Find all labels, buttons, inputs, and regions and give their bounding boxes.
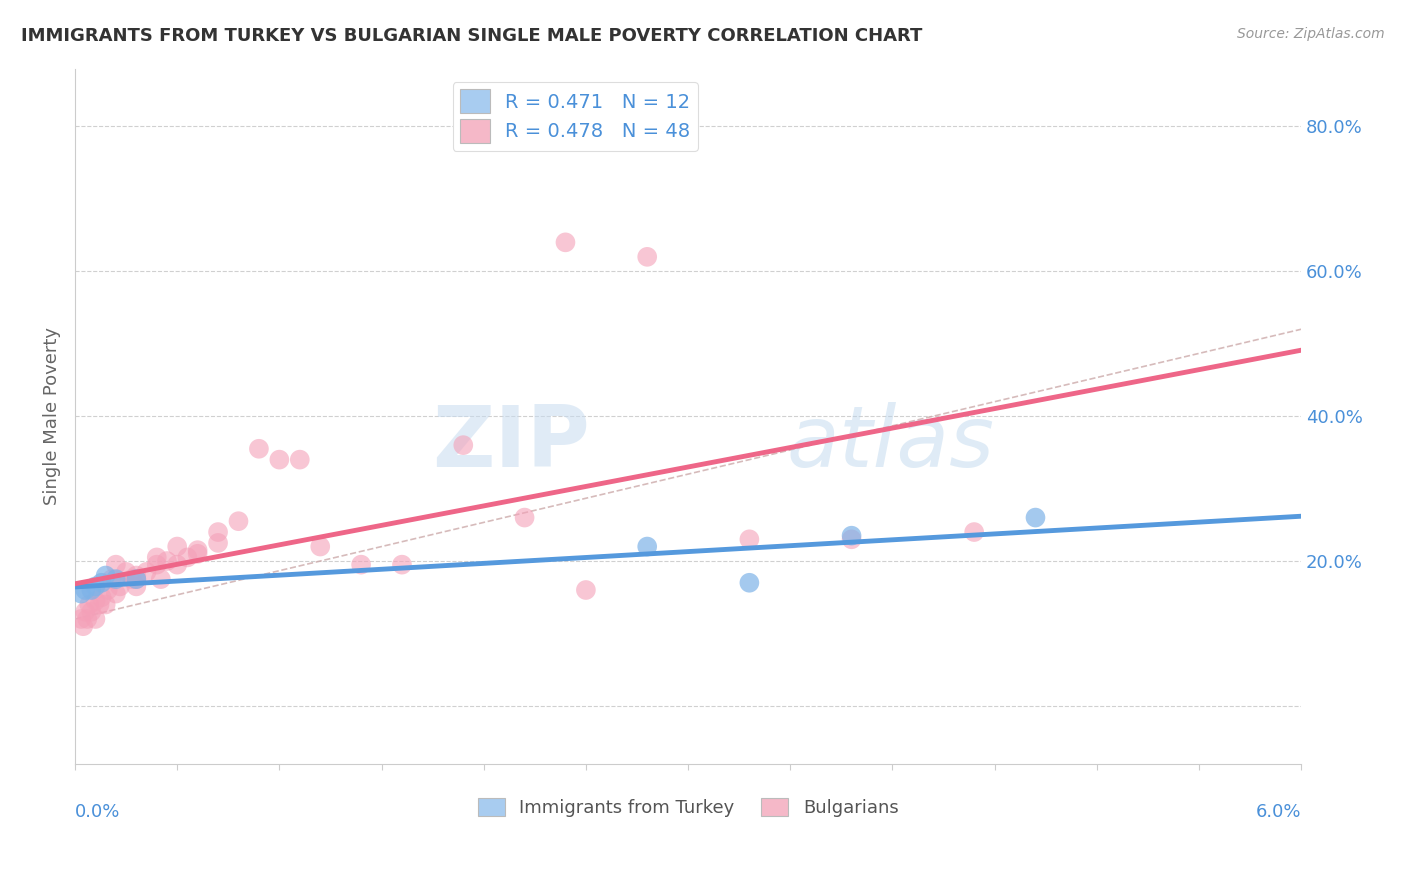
Point	[108, 579, 131, 593]
Point	[70, 586, 93, 600]
Point	[115, 565, 138, 579]
Point	[84, 612, 107, 626]
Point	[97, 582, 120, 597]
Point	[75, 582, 97, 597]
Legend: Immigrants from Turkey, Bulgarians: Immigrants from Turkey, Bulgarians	[470, 790, 905, 824]
Point	[228, 514, 250, 528]
Point	[125, 579, 148, 593]
Point	[101, 572, 124, 586]
Point	[513, 510, 536, 524]
Point	[207, 536, 229, 550]
Point	[841, 533, 863, 547]
Point	[89, 598, 111, 612]
Point	[738, 533, 761, 547]
Point	[841, 529, 863, 543]
Point	[187, 547, 209, 561]
Point	[963, 524, 986, 539]
Point	[309, 540, 332, 554]
Point	[156, 554, 179, 568]
Y-axis label: Single Male Poverty: Single Male Poverty	[44, 327, 60, 505]
Point	[554, 235, 576, 250]
Point	[94, 568, 117, 582]
Text: IMMIGRANTS FROM TURKEY VS BULGARIAN SINGLE MALE POVERTY CORRELATION CHART: IMMIGRANTS FROM TURKEY VS BULGARIAN SING…	[21, 27, 922, 45]
Point	[145, 558, 167, 572]
Point	[176, 550, 198, 565]
Point	[288, 452, 311, 467]
Point	[145, 550, 167, 565]
Text: ZIP: ZIP	[432, 402, 591, 485]
Point	[453, 438, 475, 452]
Text: atlas: atlas	[786, 402, 994, 485]
Point	[187, 543, 209, 558]
Point	[104, 572, 127, 586]
Text: Source: ZipAtlas.com: Source: ZipAtlas.com	[1237, 27, 1385, 41]
Point	[1024, 510, 1046, 524]
Point	[207, 524, 229, 539]
Point	[72, 619, 94, 633]
Point	[350, 558, 373, 572]
Point	[90, 575, 112, 590]
Point	[125, 572, 148, 586]
Point	[80, 605, 103, 619]
Point	[149, 572, 172, 586]
Point	[79, 598, 101, 612]
Point	[104, 586, 127, 600]
Point	[84, 594, 107, 608]
Point	[90, 591, 112, 605]
Point	[70, 612, 93, 626]
Point	[125, 572, 148, 586]
Point	[636, 540, 658, 554]
Point	[166, 558, 188, 572]
Point	[247, 442, 270, 456]
Point	[121, 572, 143, 586]
Point	[104, 558, 127, 572]
Point	[738, 575, 761, 590]
Point	[269, 452, 291, 467]
Point	[135, 565, 157, 579]
Point	[391, 558, 413, 572]
Point	[76, 612, 98, 626]
Text: 6.0%: 6.0%	[1256, 803, 1301, 821]
Point	[575, 582, 598, 597]
Point	[166, 540, 188, 554]
Text: 0.0%: 0.0%	[75, 803, 121, 821]
Point	[636, 250, 658, 264]
Point	[80, 582, 103, 597]
Point	[84, 579, 107, 593]
Point	[75, 605, 97, 619]
Point	[125, 568, 148, 582]
Point	[94, 598, 117, 612]
